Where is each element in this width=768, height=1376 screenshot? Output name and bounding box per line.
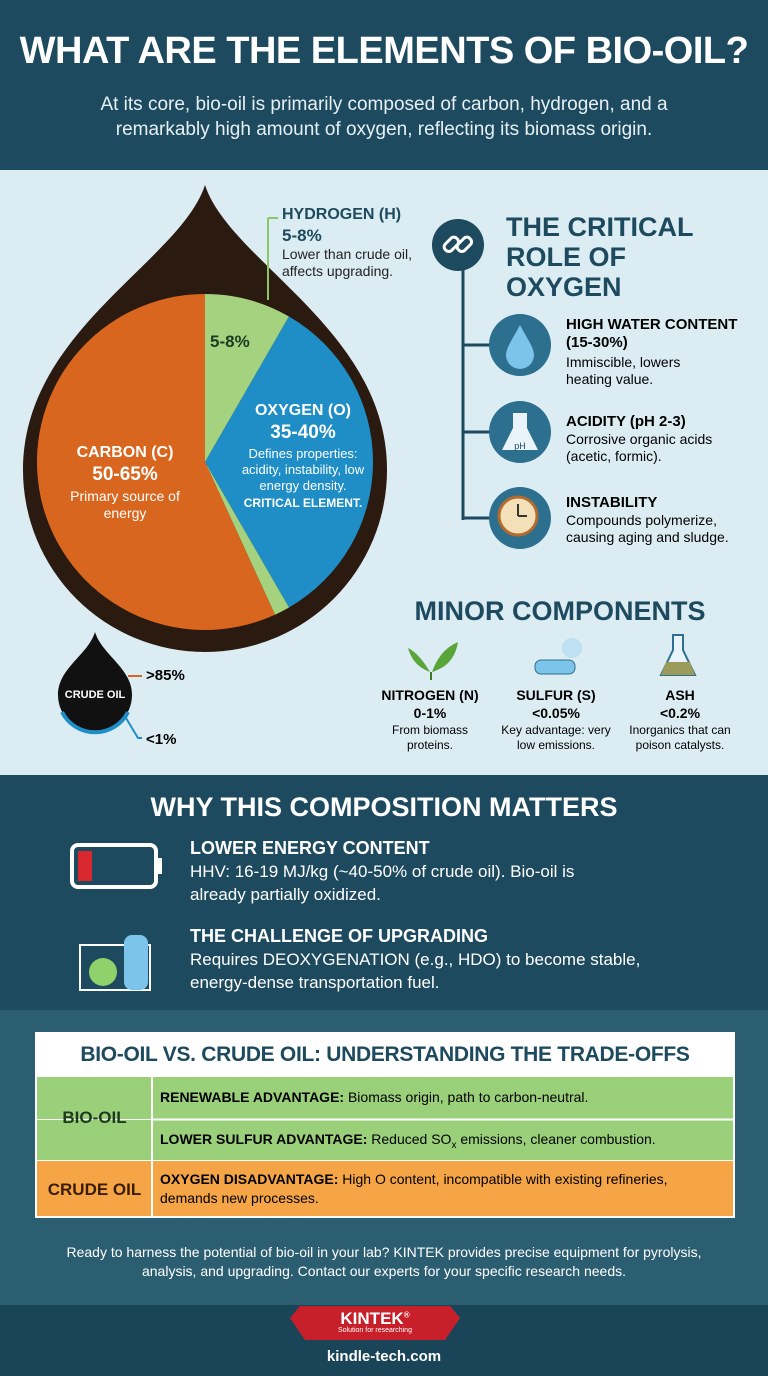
hydrogen-name: HYDROGEN (H) xyxy=(282,206,402,223)
minor-text: Inorganics that can poison catalysts. xyxy=(629,723,731,752)
brand-mark: ® xyxy=(403,1310,410,1320)
row-text: Reduced SO xyxy=(371,1131,452,1147)
oxygen-note: Defines properties: acidity, instability… xyxy=(241,446,365,493)
hydrogen-slice-label: 5-8% xyxy=(210,332,250,351)
comparison-row: RENEWABLE ADVANTAGE: Biomass origin, pat… xyxy=(160,1089,730,1105)
crude-oil-low: <1% xyxy=(146,731,177,748)
minor-title: MINOR COMPONENTS xyxy=(414,596,706,626)
crude-label: CRUDE OIL xyxy=(47,1180,142,1199)
row-label: RENEWABLE ADVANTAGE: xyxy=(160,1089,345,1105)
cta: Ready to harness the potential of bio-oi… xyxy=(66,1244,702,1279)
hydrogen-range: 5-8% xyxy=(282,226,322,245)
minor-value: <0.2% xyxy=(659,705,701,721)
url[interactable]: kindle-tech.com xyxy=(326,1348,442,1365)
comparison-row: OXYGEN DISADVANTAGE: High O content, inc… xyxy=(160,1170,700,1208)
minor-value: 0-1% xyxy=(413,705,447,721)
minor-text: Key advantage: very low emissions. xyxy=(501,723,611,752)
item-title: INSTABILITY xyxy=(566,494,658,511)
row-text: High O content, incompatible with existi… xyxy=(160,1171,668,1206)
brand-name: KINTEK xyxy=(340,1309,404,1328)
carbon-note: Primary source of energy xyxy=(70,488,180,521)
minor-name: NITROGEN (N) xyxy=(381,687,479,703)
oxygen-emphasis: CRITICAL ELEMENT. xyxy=(243,496,363,510)
comparison-title: BIO-OIL VS. CRUDE OIL: UNDERSTANDING THE… xyxy=(80,1043,690,1066)
carbon-range: 50-65% xyxy=(92,464,158,485)
row-label: OXYGEN DISADVANTAGE: xyxy=(160,1171,339,1187)
why-item-text: Requires DEOXYGENATION (e.g., HDO) to be… xyxy=(190,950,641,992)
row-label: LOWER SULFUR ADVANTAGE: xyxy=(160,1131,368,1147)
title: WHAT ARE THE ELEMENTS OF BIO-OIL? xyxy=(19,30,749,72)
item-title: ACIDITY (pH 2-3) xyxy=(566,413,686,430)
row-subscript: x xyxy=(451,1139,457,1151)
comparison-row: LOWER SULFUR ADVANTAGE: Reduced SOx emis… xyxy=(160,1131,730,1151)
brand[interactable]: KINTEK® xyxy=(300,1309,450,1329)
crude-oil-label: CRUDE OIL xyxy=(64,689,126,701)
row-text: Biomass origin, path to carbon-neutral. xyxy=(347,1089,589,1105)
minor-text: From biomass proteins. xyxy=(391,723,468,752)
why-item-text: HHV: 16-19 MJ/kg (~40-50% of crude oil).… xyxy=(190,862,575,904)
crude-oil-high: >85% xyxy=(146,667,185,684)
subtitle: At its core, bio-oil is primarily compos… xyxy=(100,94,668,140)
why-item-title: THE CHALLENGE OF UPGRADING xyxy=(190,926,489,946)
item-text: Immiscible, lowers heating value. xyxy=(566,354,681,387)
minor-name: ASH xyxy=(665,687,695,703)
tagline: Solution for researching xyxy=(338,1327,412,1334)
oxygen-name: OXYGEN (O) xyxy=(254,402,351,419)
minor-value: <0.05% xyxy=(532,705,580,721)
why-title: WHY THIS COMPOSITION MATTERS xyxy=(150,792,618,822)
hydrogen-note: Lower than crude oil, affects upgrading. xyxy=(282,246,412,279)
bio-label: BIO-OIL xyxy=(62,1108,127,1127)
icon-text: pH xyxy=(514,441,526,451)
item-text: Corrosive organic acids (acetic, formic)… xyxy=(566,431,713,464)
carbon-name: CARBON (C) xyxy=(76,444,174,461)
row-text: emissions, cleaner combustion. xyxy=(456,1131,656,1147)
oxygen-role-title: THE CRITICAL ROLE OF OXYGEN xyxy=(506,212,693,302)
item-text: Compounds polymerize, causing aging and … xyxy=(566,512,729,545)
oxygen-range: 35-40% xyxy=(270,422,336,443)
item-title: HIGH WATER CONTENT (15-30%) xyxy=(566,316,738,351)
why-item-title: LOWER ENERGY CONTENT xyxy=(190,838,430,858)
minor-name: SULFUR (S) xyxy=(516,687,596,703)
